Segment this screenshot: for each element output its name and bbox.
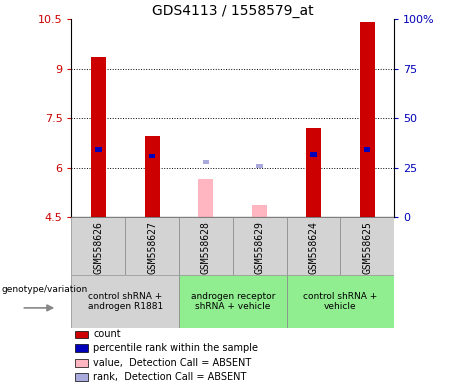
Text: value,  Detection Call = ABSENT: value, Detection Call = ABSENT bbox=[94, 358, 252, 368]
Title: GDS4113 / 1558579_at: GDS4113 / 1558579_at bbox=[152, 4, 313, 18]
Bar bbox=[149, 154, 155, 159]
Bar bbox=[95, 147, 101, 152]
Text: GSM558627: GSM558627 bbox=[147, 222, 157, 275]
Bar bbox=[340, 217, 394, 275]
Bar bbox=[233, 217, 287, 275]
Text: percentile rank within the sample: percentile rank within the sample bbox=[94, 343, 258, 353]
Text: GSM558626: GSM558626 bbox=[93, 222, 103, 275]
Bar bbox=[256, 164, 263, 168]
Text: genotype/variation: genotype/variation bbox=[1, 285, 88, 294]
Bar bbox=[287, 217, 340, 275]
Bar bbox=[125, 217, 179, 275]
Bar bbox=[203, 160, 209, 164]
Bar bbox=[145, 136, 160, 217]
Bar bbox=[91, 57, 106, 217]
Bar bbox=[310, 152, 317, 157]
Text: control shRNA +
vehicle: control shRNA + vehicle bbox=[303, 292, 378, 311]
Text: GSM558628: GSM558628 bbox=[201, 222, 211, 275]
Bar bbox=[364, 147, 371, 152]
Bar bbox=[360, 23, 375, 217]
Text: GSM558625: GSM558625 bbox=[362, 222, 372, 275]
Text: androgen receptor
shRNA + vehicle: androgen receptor shRNA + vehicle bbox=[190, 292, 275, 311]
Bar bbox=[71, 217, 125, 275]
Text: GSM558624: GSM558624 bbox=[308, 222, 319, 275]
Bar bbox=[287, 275, 394, 328]
Text: GSM558629: GSM558629 bbox=[254, 222, 265, 275]
Bar bbox=[71, 275, 179, 328]
Bar bbox=[306, 128, 321, 217]
Bar bbox=[75, 373, 89, 381]
Bar bbox=[179, 275, 287, 328]
Bar bbox=[179, 217, 233, 275]
Bar bbox=[198, 179, 213, 217]
Text: control shRNA +
androgen R1881: control shRNA + androgen R1881 bbox=[88, 292, 163, 311]
Bar bbox=[75, 359, 89, 367]
Text: count: count bbox=[94, 329, 121, 339]
Text: rank,  Detection Call = ABSENT: rank, Detection Call = ABSENT bbox=[94, 372, 247, 382]
Bar bbox=[75, 344, 89, 352]
Bar bbox=[252, 205, 267, 217]
Bar bbox=[75, 331, 89, 338]
